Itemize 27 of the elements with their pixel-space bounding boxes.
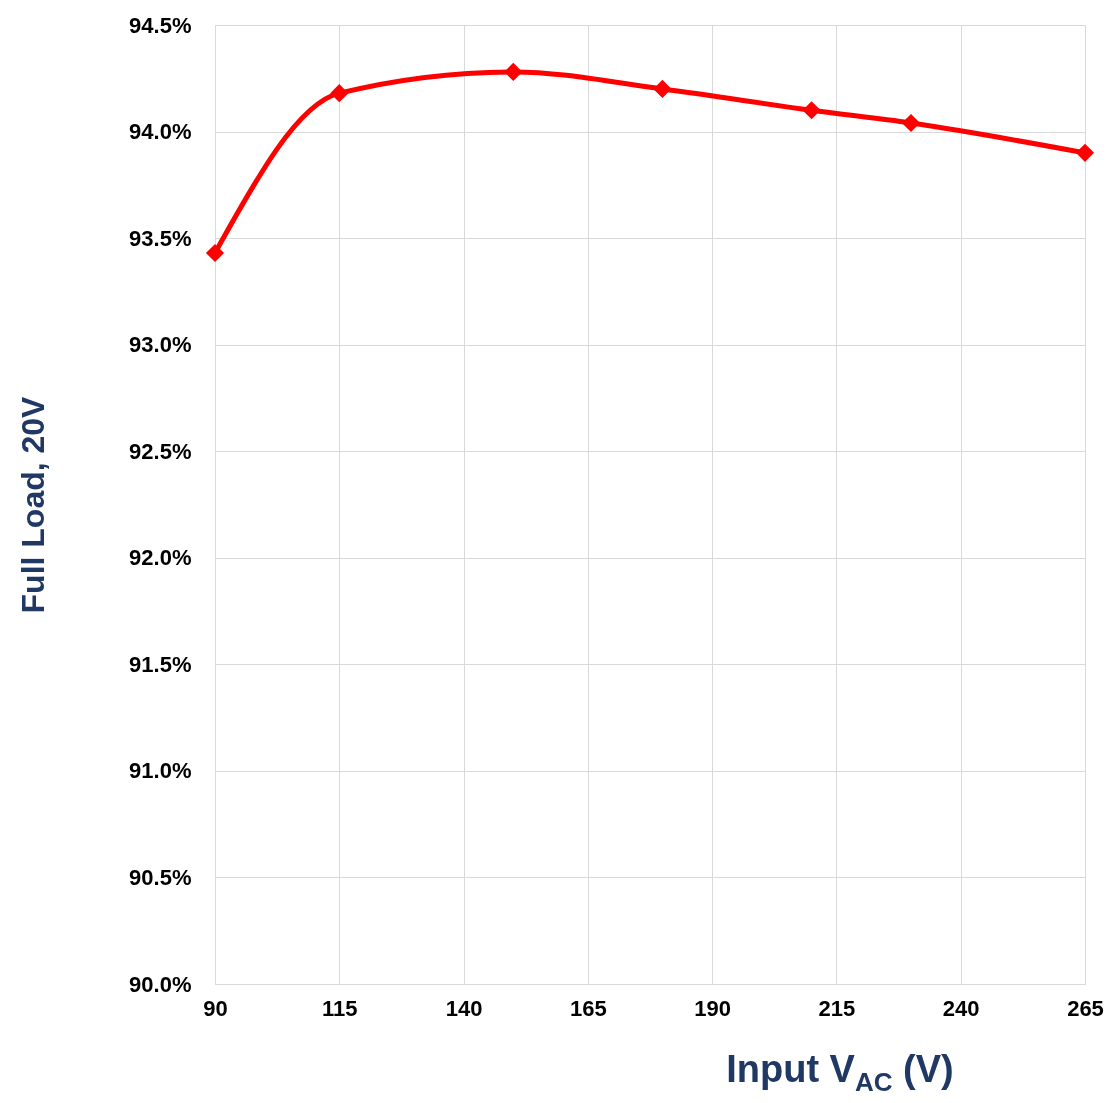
y-tick-label: 93.0% — [129, 332, 192, 358]
y-axis-title: Full Load, 20V — [15, 395, 52, 614]
point — [653, 79, 672, 99]
x-tick-label: 90 — [203, 995, 228, 1021]
y-tick-label: 92.0% — [129, 545, 192, 571]
y-tick-label: 94.0% — [129, 119, 192, 145]
x-tick-label: 215 — [818, 995, 856, 1021]
point — [330, 84, 349, 103]
point — [1075, 143, 1095, 162]
y-tick-label: 93.5% — [129, 225, 192, 251]
y-tick-label: 90.5% — [129, 864, 192, 890]
y-tick-label: 90.0% — [129, 971, 192, 997]
x-tick-label: 265 — [1067, 995, 1104, 1021]
y-tick-label: 94.5% — [129, 12, 192, 38]
x-axis-title: Input V$_{AC}$ (V) — [725, 1048, 955, 1098]
x-tick-label: 165 — [570, 995, 607, 1021]
x-tick-label: 190 — [694, 995, 731, 1021]
point — [802, 101, 821, 120]
point — [901, 113, 921, 133]
x-tick-label: 115 — [322, 995, 358, 1021]
y-tick-label: 91.5% — [129, 651, 192, 677]
point — [504, 62, 523, 81]
x-tick-label: 140 — [445, 995, 483, 1021]
y-tick-label: 91.0% — [129, 758, 192, 784]
x-tick-label: 240 — [942, 995, 980, 1021]
point — [205, 243, 225, 263]
y-tick-label: 92.5% — [129, 438, 192, 464]
